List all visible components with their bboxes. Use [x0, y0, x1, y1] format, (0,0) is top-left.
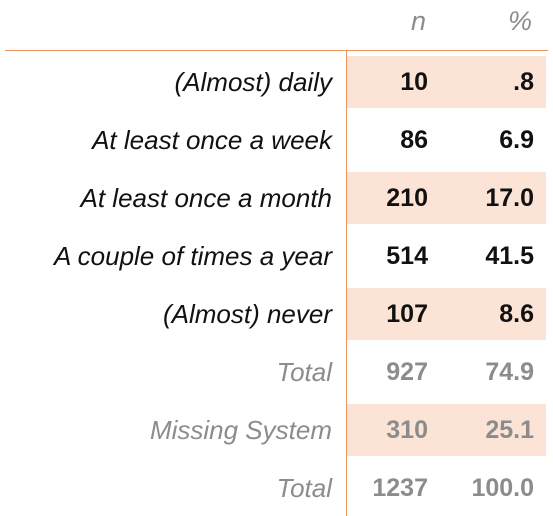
row-count: 107 — [386, 300, 428, 328]
row-label: At least once a month — [80, 183, 332, 213]
row-shading — [347, 404, 546, 456]
table-row-missing: Missing System 310 25.1 — [0, 404, 553, 456]
row-count: 210 — [386, 184, 428, 212]
header-row: n % — [0, 0, 553, 50]
row-count: 1237 — [372, 474, 428, 502]
row-percent: 74.9 — [485, 358, 534, 386]
row-label: A couple of times a year — [54, 241, 332, 271]
table-row: (Almost) daily 10 .8 — [0, 56, 553, 108]
row-count: 86 — [400, 126, 428, 154]
table-row: At least once a week 86 6.9 — [0, 114, 553, 166]
row-percent: 8.6 — [499, 300, 534, 328]
row-percent: 25.1 — [485, 416, 534, 444]
header-percent: % — [507, 6, 532, 36]
table-row: A couple of times a year 514 41.5 — [0, 230, 553, 282]
row-count: 310 — [386, 416, 428, 444]
row-count: 514 — [386, 242, 428, 270]
row-percent: 17.0 — [485, 184, 534, 212]
row-label: At least once a week — [92, 125, 332, 155]
row-percent: 41.5 — [485, 242, 534, 270]
row-shading — [347, 288, 546, 340]
row-label: (Almost) never — [162, 299, 332, 329]
row-percent: .8 — [513, 68, 534, 96]
row-shading — [347, 56, 546, 108]
column-divider — [346, 50, 347, 516]
row-count: 927 — [386, 358, 428, 386]
table-row: (Almost) never 107 8.6 — [0, 288, 553, 340]
row-count: 10 — [400, 68, 428, 96]
row-shading — [347, 172, 546, 224]
header-n: n — [410, 6, 426, 36]
table-row-total: Total 927 74.9 — [0, 346, 553, 398]
row-percent: 6.9 — [499, 126, 534, 154]
table-row-grand-total: Total 1237 100.0 — [0, 462, 553, 514]
row-label: Missing System — [149, 415, 332, 445]
row-label: Total — [276, 473, 332, 503]
row-label: Total — [276, 357, 332, 387]
row-percent: 100.0 — [471, 474, 534, 502]
table-row: At least once a month 210 17.0 — [0, 172, 553, 224]
row-label: (Almost) daily — [174, 67, 332, 97]
header-rule — [5, 50, 548, 51]
